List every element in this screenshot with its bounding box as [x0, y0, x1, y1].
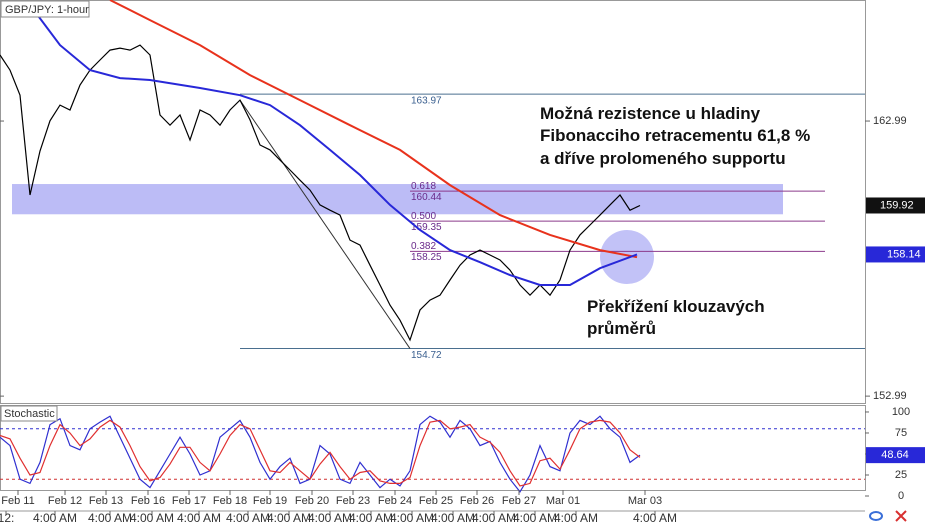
x-tick-label: Mar 03: [628, 495, 662, 507]
annotation: Možná rezistence u hladiny: [540, 104, 761, 123]
annotation: průměrů: [587, 319, 656, 338]
moving-average: [29, 4, 638, 286]
x-tick-label: Feb 12: [48, 495, 82, 507]
x-tick-label: Feb 27: [502, 495, 536, 507]
x-minor-label: 4:00 AM: [554, 511, 598, 525]
x-tick-label: Feb 26: [460, 495, 494, 507]
x-tick-label: Feb 24: [378, 495, 412, 507]
fib-ratio: 0.618: [411, 181, 436, 192]
chart-title: GBP/JPY: 1-hour: [5, 4, 89, 16]
y-tick-label: 0: [898, 490, 904, 502]
x-minor-label: 4:00 AM: [177, 511, 221, 525]
x-tick-label: Mar 01: [546, 495, 580, 507]
x-minor-label: 12:: [0, 511, 14, 525]
fib-ratio: 0.500: [411, 211, 436, 222]
x-minor-label: 4:00 AM: [33, 511, 77, 525]
x-minor-label: 4:00 AM: [390, 511, 434, 525]
x-tick-label: Feb 16: [131, 495, 165, 507]
x-minor-label: 4:00 AM: [513, 511, 557, 525]
x-minor-label: 4:00 AM: [88, 511, 132, 525]
highlight-circle: [600, 230, 654, 284]
x-tick-label: Feb 19: [253, 495, 287, 507]
fib-ratio: 0.382: [411, 241, 436, 252]
main-frame: [0, 0, 866, 404]
stochastic-line: [0, 419, 641, 487]
y-tick-label: 152.99: [873, 390, 907, 402]
y-tick-label: 75: [895, 427, 907, 439]
stoch-frame: [0, 405, 866, 491]
x-minor-label: 4:00 AM: [633, 511, 677, 525]
ma-price-label: 158.14: [887, 248, 921, 260]
x-tick-label: Feb 23: [336, 495, 370, 507]
x-minor-label: 4:00 AM: [472, 511, 516, 525]
y-tick-label: 162.99: [873, 115, 907, 127]
y-tick-label: 25: [895, 469, 907, 481]
toolbar-icons[interactable]: [869, 510, 907, 522]
zone: [12, 184, 783, 215]
x-minor-label: 4:00 AM: [349, 511, 393, 525]
price-line: [0, 44, 641, 342]
trendline: [239, 99, 411, 349]
x-tick-label: Feb 25: [419, 495, 453, 507]
annotation: a dříve prolomeného supportu: [540, 149, 786, 168]
stoch-title: Stochastic: [4, 408, 55, 420]
y-tick-label: 100: [892, 406, 910, 418]
annotation: Překřížení klouzavých: [587, 297, 765, 316]
x-tick-label: Feb 17: [172, 495, 206, 507]
fib-value: 159.35: [411, 222, 442, 233]
last-price-box: [866, 197, 925, 214]
fib-value: 154.72: [411, 350, 442, 361]
x-minor-label: 4:00 AM: [130, 511, 174, 525]
x-minor-label: 4:00 AM: [226, 511, 270, 525]
x-tick-label: Feb 13: [89, 495, 123, 507]
annotation: Fibonacciho retracementu 61,8 %: [540, 126, 810, 145]
last-value-label: 48.64: [881, 449, 909, 461]
fib-value: 163.97: [411, 96, 442, 107]
moving-average: [109, 0, 638, 259]
x-minor-label: 4:00 AM: [431, 511, 475, 525]
last-value-box: [866, 447, 925, 464]
stoch-title-box: [0, 405, 58, 422]
x-tick-label: Feb 18: [213, 495, 247, 507]
x-minor-label: 4:00 AM: [308, 511, 352, 525]
close-icon[interactable]: [895, 510, 907, 522]
link-icon[interactable]: [869, 511, 883, 521]
x-minor-label: 4:00 AM: [267, 511, 311, 525]
ma-price-box: [866, 246, 925, 263]
x-tick-label: Feb 11: [1, 495, 34, 507]
fib-value: 160.44: [411, 192, 442, 203]
fib-value: 158.25: [411, 252, 442, 263]
title-box: [0, 0, 90, 18]
last-price-label: 159.92: [880, 199, 914, 211]
stochastic-line: [0, 415, 641, 493]
x-tick-label: Feb 20: [295, 495, 329, 507]
